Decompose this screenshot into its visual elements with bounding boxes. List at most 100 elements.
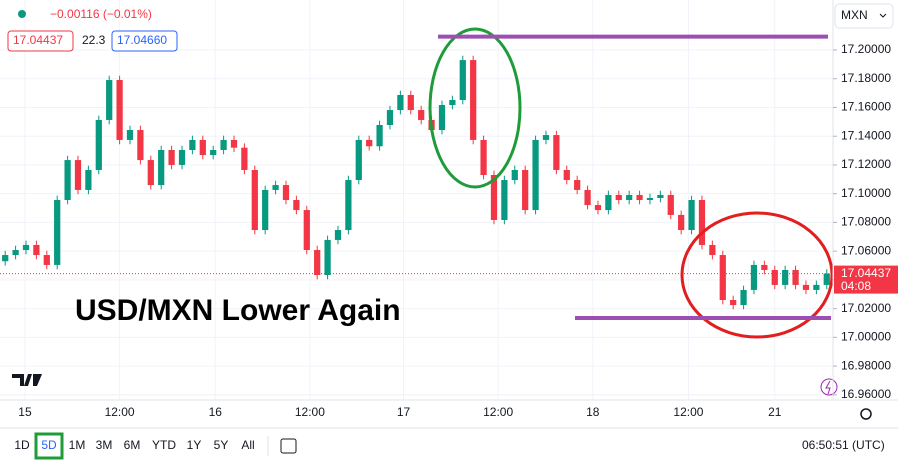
timeframe-selected [34,432,64,460]
candle-body [314,250,321,275]
date-range-icon[interactable] [280,438,297,454]
candle-body [272,185,279,190]
candle-body [22,244,30,250]
grid [0,0,833,400]
currency-select[interactable] [834,3,894,29]
timeframe-button[interactable]: 1D [14,438,30,452]
candle-body [761,264,768,270]
alert-icon[interactable] [820,378,838,396]
candle-body [85,169,92,190]
candle-body [501,180,508,220]
y-tick-label: 17.06000 [841,243,891,257]
ask-box[interactable] [111,30,178,52]
candle-body [688,200,695,231]
candle-body [730,300,737,306]
y-tick-label: 17.18000 [841,71,891,85]
candle-body [709,244,716,256]
timeframe-button[interactable]: All [241,438,254,452]
plot [0,55,833,310]
timeframe-button[interactable]: 1M [69,438,86,452]
x-tick-label: 21 [768,405,782,419]
candle-body [605,194,612,211]
x-tick-label: 18 [586,405,600,419]
timeframe-button[interactable]: 5Y [214,438,229,452]
candle-body [792,269,799,285]
spread: 22.3 [82,33,106,47]
y-tick-label: 17.20000 [841,42,891,56]
candle-body [116,80,123,140]
candle-body [199,139,206,156]
x-tick-label: 17 [397,405,411,419]
candle-body [449,100,456,106]
candle-body [210,150,217,156]
settings-icon[interactable] [860,408,872,420]
candle-body [324,239,331,275]
candle-body [282,185,290,200]
x-tick-label: 12:00 [295,405,325,419]
candle-body [43,255,50,265]
candle-body [189,139,196,150]
candle-body [334,230,342,240]
x-tick-label: 15 [18,405,32,419]
candle-body [386,110,394,125]
y-tick-label: 17.16000 [841,100,891,114]
candle-body [178,150,186,165]
candle-body [584,189,591,206]
candle-body [490,175,498,220]
candle-body [532,139,539,211]
candle-body [74,160,82,190]
candle-body [522,169,529,211]
candle-body [262,189,269,231]
candle-body [418,110,425,120]
timeframe-button[interactable]: YTD [152,438,176,452]
logo [12,374,42,386]
last-price-tag [834,265,898,294]
candle-body [636,194,643,200]
alert-bolt [825,380,831,395]
status-dot [18,10,26,18]
candle-body [303,210,310,250]
y-tick-label: 17.02000 [841,301,891,315]
candle-body [750,264,758,290]
bid-box[interactable] [7,30,74,52]
candle-body [594,205,602,211]
candle-body [397,94,404,111]
x-tick-label: 16 [209,405,223,419]
countdown: 04:08 [841,279,871,293]
candle-body [251,169,258,231]
candle-body [33,244,40,256]
candle-body [542,135,550,140]
timeframe-button[interactable]: 1Y [187,438,202,452]
candle-body [459,60,466,100]
currency: MXN [841,8,868,22]
candle-body [438,105,446,131]
candle-body [241,147,248,170]
timeframe-button[interactable]: 3M [96,438,113,452]
timeframe-button[interactable]: 6M [124,438,141,452]
highlight-ellipse [428,27,522,189]
change: −0.00116 (−0.01%) [50,7,152,21]
clock: 06:50:51 (UTC) [802,438,885,452]
candle-body [366,139,373,147]
candle-body [220,139,227,150]
ask: 17.04660 [117,33,167,47]
candle-body [740,289,747,306]
candle-body [168,150,175,165]
candle-body [345,180,352,231]
candle-body [511,169,518,181]
candle-body [563,169,570,181]
x-tick-label: 12:00 [105,405,135,419]
candle-body [813,284,820,290]
candle-body [64,160,71,200]
candle-body [407,94,414,111]
candle-body [470,60,477,140]
chart-title: USD/MXN Lower Again [75,294,401,327]
candle-body [678,214,685,231]
candle-body [782,269,789,285]
candle-body [293,200,300,211]
y-tick-label: 17.08000 [841,215,891,229]
timeframe-button[interactable]: 5D [41,438,57,452]
last-price-label: 17.04437 [841,266,891,280]
candle-body [719,255,726,300]
